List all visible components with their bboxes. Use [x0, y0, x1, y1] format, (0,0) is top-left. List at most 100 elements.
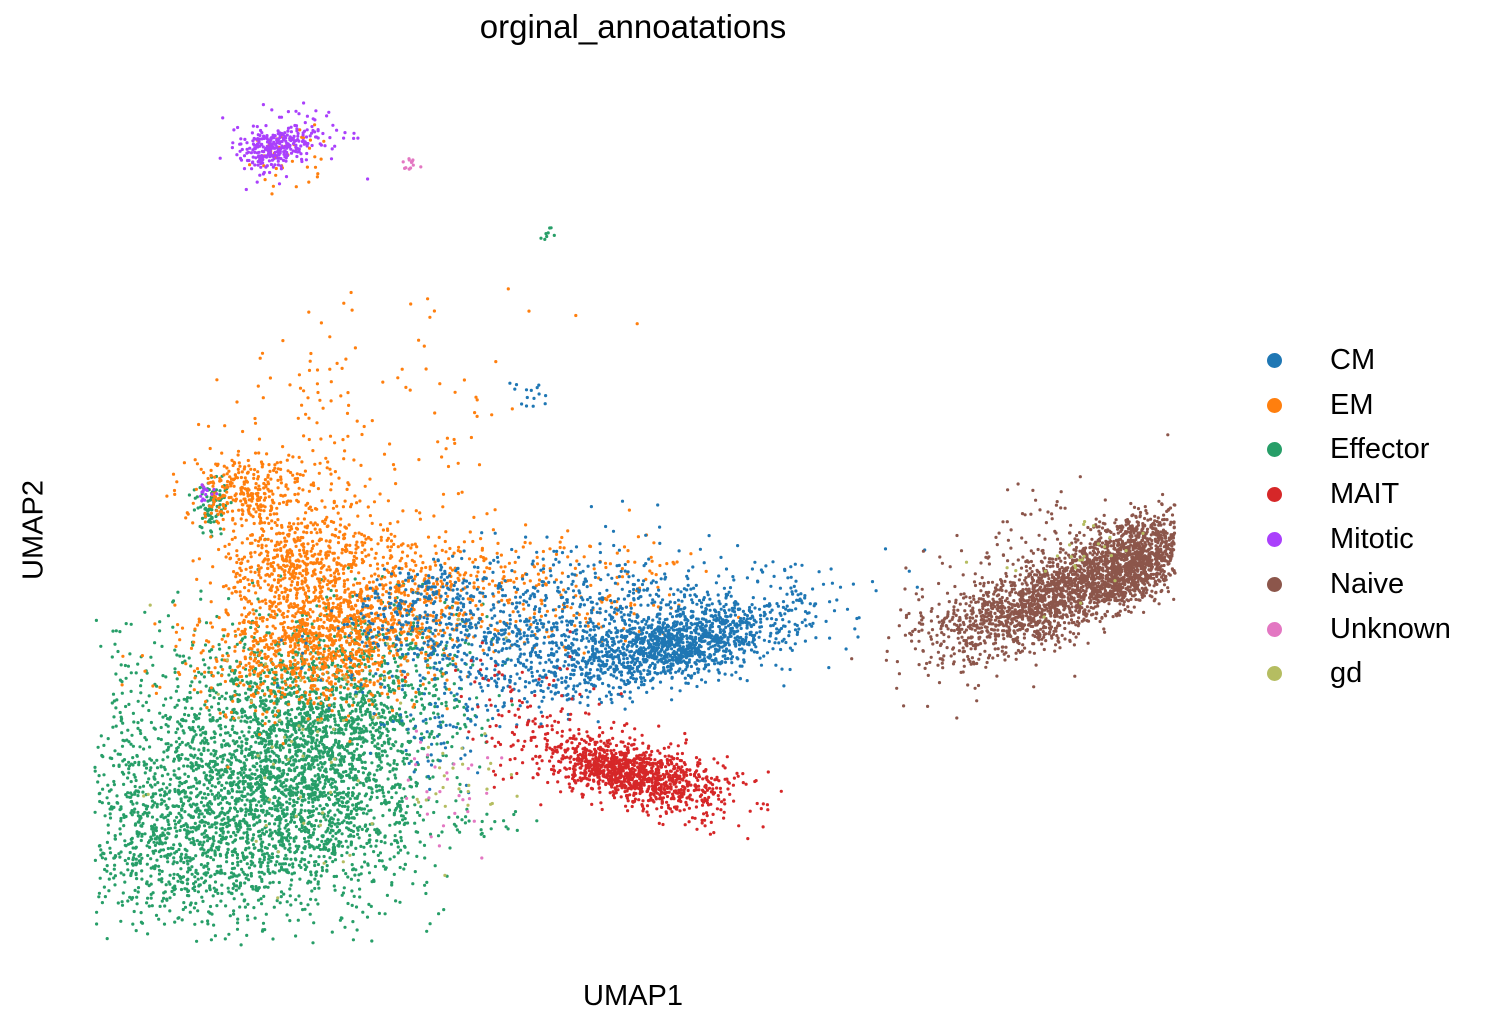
scatter-point	[194, 901, 198, 906]
scatter-point	[271, 709, 275, 713]
scatter-point	[326, 814, 330, 818]
scatter-point	[388, 717, 392, 722]
scatter-point	[245, 914, 250, 918]
scatter-point	[339, 705, 344, 710]
scatter-point	[249, 812, 253, 816]
scatter-point	[93, 769, 97, 773]
scatter-point	[347, 762, 352, 766]
scatter-point	[215, 904, 219, 908]
scatter-point	[143, 832, 147, 836]
scatter-point	[419, 711, 423, 716]
scatter-point	[195, 802, 199, 806]
scatter-point	[392, 872, 396, 877]
scatter-point	[416, 749, 420, 753]
scatter-point	[282, 628, 286, 632]
scatter-point	[254, 688, 258, 692]
scatter-point	[404, 564, 408, 568]
scatter-point	[411, 795, 415, 799]
scatter-point	[374, 703, 378, 707]
scatter-point	[395, 820, 399, 825]
scatter-point	[171, 599, 176, 603]
scatter-point	[224, 796, 228, 800]
scatter-point	[237, 797, 241, 801]
scatter-point	[149, 758, 154, 762]
scatter-point	[299, 860, 303, 864]
scatter-point	[266, 885, 270, 889]
scatter-point	[155, 841, 159, 845]
scatter-point	[270, 787, 275, 792]
scatter-point	[168, 783, 172, 787]
scatter-point	[111, 692, 116, 696]
scatter-point	[157, 872, 162, 876]
scatter-point	[162, 922, 167, 926]
scatter-point	[167, 745, 171, 749]
scatter-point	[317, 744, 321, 748]
scatter-point	[312, 765, 316, 769]
scatter-point	[383, 834, 387, 838]
scatter-point	[119, 850, 123, 854]
scatter-point	[405, 554, 410, 558]
scatter-point	[366, 863, 370, 867]
scatter-point	[217, 802, 221, 807]
scatter-point	[310, 889, 314, 893]
scatter-point	[176, 720, 180, 724]
scatter-point	[399, 647, 403, 651]
scatter-point	[303, 768, 307, 772]
scatter-point	[321, 735, 325, 740]
scatter-point	[353, 873, 357, 877]
scatter-point	[105, 840, 109, 845]
scatter-point	[346, 791, 351, 795]
scatter-point	[231, 708, 235, 712]
scatter-point	[215, 756, 219, 760]
scatter-point	[263, 645, 267, 650]
scatter-point	[153, 837, 157, 841]
scatter-point	[267, 706, 271, 710]
scatter-point	[114, 629, 118, 633]
scatter-point	[211, 837, 215, 841]
scatter-point	[270, 837, 274, 841]
scatter-point	[228, 733, 232, 738]
scatter-point	[246, 918, 250, 922]
scatter-point	[296, 749, 300, 753]
scatter-point	[103, 895, 107, 899]
scatter-point	[294, 620, 298, 624]
scatter-point	[118, 710, 122, 715]
scatter-point	[458, 727, 462, 731]
scatter-point	[352, 816, 356, 820]
scatter-point	[285, 913, 289, 917]
scatter-point	[199, 752, 203, 756]
scatter-point	[346, 566, 350, 570]
scatter-point	[411, 882, 415, 886]
scatter-point	[360, 713, 364, 717]
scatter-point	[239, 859, 243, 864]
scatter-point	[395, 669, 399, 673]
scatter-point	[379, 734, 383, 738]
scatter-point	[480, 733, 484, 737]
scatter-point	[353, 796, 357, 800]
scatter-point	[279, 806, 283, 810]
scatter-point	[135, 801, 139, 805]
scatter-point	[241, 666, 245, 670]
scatter-point	[367, 902, 371, 907]
scatter-point	[359, 718, 363, 722]
scatter-point	[270, 668, 274, 672]
scatter-point	[303, 840, 307, 844]
scatter-point	[136, 726, 140, 731]
scatter-point	[189, 805, 193, 809]
scatter-point	[131, 711, 135, 716]
scatter-point	[359, 744, 364, 749]
scatter-point	[338, 726, 342, 730]
scatter-point	[346, 808, 350, 812]
scatter-point	[165, 836, 169, 840]
scatter-point	[392, 761, 396, 765]
scatter-point	[269, 759, 273, 764]
scatter-point	[365, 710, 369, 714]
scatter-point	[269, 689, 273, 693]
scatter-point	[179, 855, 183, 859]
scatter-point	[289, 784, 293, 788]
scatter-point	[354, 846, 358, 851]
scatter-point	[260, 599, 265, 603]
scatter-point	[213, 849, 217, 853]
scatter-point	[349, 716, 354, 720]
scatter-point	[457, 699, 461, 704]
